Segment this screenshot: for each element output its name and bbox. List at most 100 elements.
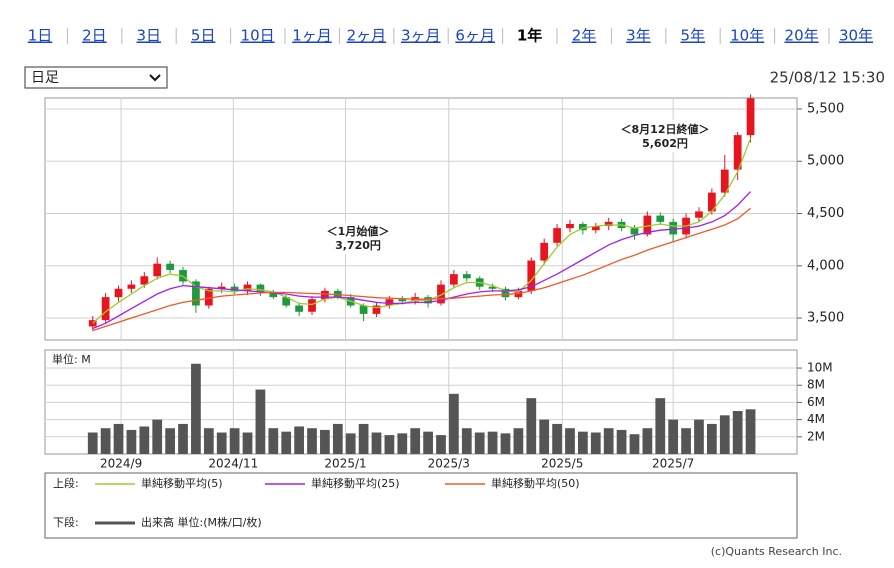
candle-body — [140, 276, 149, 285]
candle-body — [295, 305, 303, 312]
volume-bar — [500, 433, 511, 454]
candle-body — [385, 299, 394, 306]
period-tab[interactable]: 3年 — [626, 27, 651, 45]
period-tab[interactable]: 5日 — [191, 27, 216, 45]
volume-bar — [345, 433, 356, 454]
candle-body — [695, 211, 703, 218]
period-tab[interactable]: 2ヶ月 — [347, 27, 387, 45]
candle-body — [733, 135, 742, 170]
x-tick-label: 2024/9 — [100, 457, 142, 471]
volume-bar — [255, 389, 266, 454]
annotation-title: ＜1月始値＞ — [327, 224, 390, 238]
volume-bar — [474, 432, 485, 454]
volume-bar — [552, 423, 562, 454]
volume-bar — [203, 428, 214, 454]
candle-body — [579, 223, 587, 231]
y-tick-label: 4M — [807, 412, 825, 426]
volume-bar — [745, 409, 756, 454]
legend-label: 単純移動平均(5) — [141, 476, 223, 490]
period-tab[interactable]: 2年 — [572, 27, 597, 45]
candle-body — [707, 192, 716, 212]
candle-body — [540, 242, 549, 261]
candle-body — [720, 169, 729, 193]
period-tab[interactable]: 3ヶ月 — [401, 27, 441, 45]
candle-body — [321, 290, 329, 300]
price-panel — [44, 97, 798, 341]
annotation-bg — [610, 120, 720, 152]
y-tick-label: 2M — [807, 429, 825, 443]
volume-bar — [191, 363, 201, 454]
candle-body — [153, 263, 162, 277]
volume-bar — [487, 431, 498, 454]
period-tab[interactable]: 2日 — [82, 27, 107, 45]
candle-body — [192, 281, 200, 306]
y-tick-label: 4,000 — [807, 258, 844, 273]
y-tick-label: 6M — [807, 395, 825, 409]
volume-bar — [281, 431, 292, 454]
volume-bar — [216, 432, 227, 454]
y-tick-label: 8M — [807, 378, 825, 392]
period-tab[interactable]: 6ヶ月 — [455, 27, 495, 45]
volume-bar — [694, 419, 704, 454]
x-tick-label: 2025/7 — [652, 457, 694, 471]
candle-body — [553, 228, 561, 243]
candle-body — [217, 286, 226, 289]
volume-bar — [668, 419, 679, 454]
volume-bar — [423, 431, 433, 454]
volume-bar — [513, 428, 524, 454]
candle-body — [462, 274, 471, 279]
legend-label: 出来高 単位:(M株/口/枚) — [141, 515, 262, 529]
volume-bar — [410, 428, 421, 454]
period-tab[interactable]: 10日 — [241, 27, 275, 45]
period-tab[interactable]: 10年 — [730, 27, 764, 45]
candle-body — [643, 215, 652, 235]
candle-body — [243, 284, 252, 291]
copyright: (c)Quants Research Inc. — [711, 545, 842, 558]
candle-body — [230, 286, 239, 291]
period-tab: 1年 — [517, 27, 542, 45]
volume-bar — [539, 419, 550, 454]
volume-bar — [616, 429, 627, 454]
annotation-value: 3,720円 — [335, 239, 381, 252]
period-tab[interactable]: 1ヶ月 — [292, 27, 332, 45]
volume-bar — [320, 429, 330, 454]
volume-bar — [165, 428, 175, 454]
volume-bar — [113, 423, 124, 454]
x-tick-label: 2025/5 — [541, 457, 583, 471]
volume-bar — [526, 398, 537, 454]
candle-body — [308, 299, 316, 312]
candle-body — [566, 223, 574, 229]
x-tick-label: 2024/11 — [208, 457, 258, 471]
volume-bar — [603, 428, 614, 454]
period-tab[interactable]: 5年 — [681, 27, 706, 45]
candle-body — [591, 226, 600, 231]
candle-body — [437, 284, 445, 304]
legend-label: 単純移動平均(50) — [491, 476, 580, 490]
period-tab[interactable]: 30年 — [839, 27, 873, 45]
volume-bar — [307, 428, 317, 454]
x-tick-label: 2025/1 — [324, 457, 366, 471]
legend-box — [44, 472, 798, 539]
period-tab[interactable]: 20年 — [785, 27, 819, 45]
volume-bar — [655, 398, 666, 454]
volume-bar — [242, 432, 253, 454]
volume-bar — [449, 393, 459, 454]
candle-body — [398, 299, 407, 302]
volume-bar — [590, 432, 601, 454]
candle-body — [359, 305, 368, 314]
candle-body — [114, 288, 123, 298]
y-tick-label: 3,500 — [807, 311, 844, 326]
period-select[interactable] — [24, 66, 168, 89]
volume-bar — [719, 415, 730, 454]
candle-body — [604, 221, 613, 227]
timestamp: 25/08/12 15:30 — [770, 69, 885, 87]
period-tab[interactable]: 3日 — [137, 27, 162, 45]
select-chevron — [149, 74, 161, 82]
candle-body — [166, 263, 174, 270]
volume-bar — [87, 432, 98, 454]
volume-bar — [642, 428, 653, 454]
period-tab[interactable]: 1日 — [28, 27, 53, 45]
volume-bar — [332, 423, 343, 454]
x-tick-label: 2025/3 — [428, 457, 470, 471]
volume-bar — [100, 428, 111, 454]
